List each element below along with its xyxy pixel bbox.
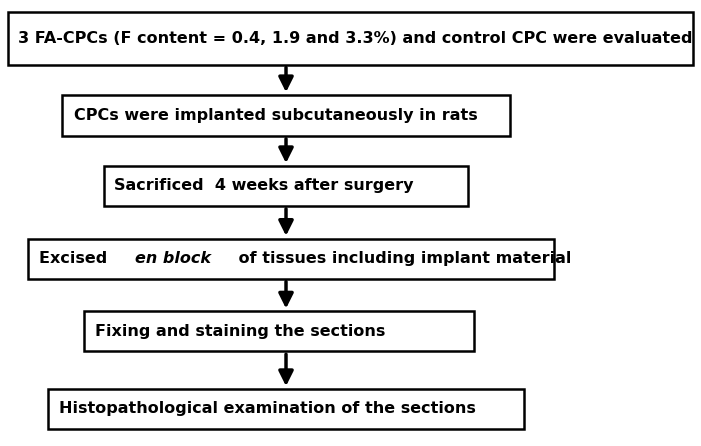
Text: Excised: Excised	[39, 251, 113, 266]
Text: Fixing and staining the sections: Fixing and staining the sections	[95, 324, 386, 339]
Text: 3 FA-CPCs (F content = 0.4, 1.9 and 3.3%) and control CPC were evaluated: 3 FA-CPCs (F content = 0.4, 1.9 and 3.3%…	[18, 31, 692, 46]
FancyBboxPatch shape	[104, 166, 468, 206]
FancyBboxPatch shape	[28, 239, 554, 279]
Text: Sacrificed  4 weeks after surgery: Sacrificed 4 weeks after surgery	[114, 178, 414, 194]
Text: en block: en block	[135, 251, 210, 266]
Text: of tissues including implant material: of tissues including implant material	[233, 251, 571, 266]
FancyBboxPatch shape	[48, 389, 524, 429]
FancyBboxPatch shape	[84, 311, 474, 351]
FancyBboxPatch shape	[8, 12, 693, 65]
FancyBboxPatch shape	[62, 95, 510, 136]
Text: CPCs were implanted subcutaneously in rats: CPCs were implanted subcutaneously in ra…	[74, 108, 477, 123]
Text: Histopathological examination of the sections: Histopathological examination of the sec…	[59, 401, 476, 417]
